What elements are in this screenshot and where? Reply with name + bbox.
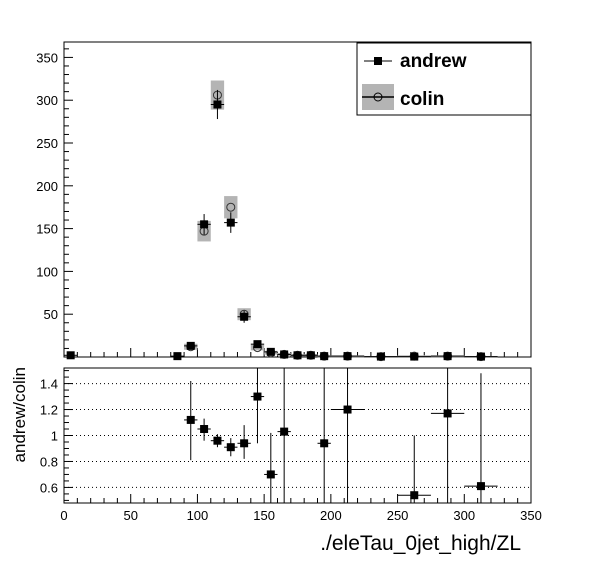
ratio-y-tick-label: 0.8	[40, 454, 58, 469]
ratio-y-tick-label: 1	[51, 429, 58, 444]
andrew-point	[476, 352, 485, 361]
andrew-point	[376, 352, 385, 361]
ratio-y-tick-label: 1.4	[40, 377, 58, 392]
ratio-point	[343, 405, 352, 414]
ratio-y-tick-label: 1.2	[40, 403, 58, 418]
legend: andrew colin	[356, 42, 532, 116]
ratio-y-tick-label: 0.6	[40, 480, 58, 495]
ratio-point	[266, 470, 275, 479]
ratio-point	[226, 443, 235, 452]
ratio-panel: 0.6 0.8 1 1.2 1.4 0 50 100 150 200 250 300 350	[40, 367, 542, 523]
andrew-point	[240, 312, 249, 321]
andrew-point	[410, 352, 419, 361]
ratio-x-tick-label: 350	[520, 508, 542, 523]
x-axis-title: ./eleTau_0jet_high/ZL	[320, 532, 521, 555]
ratio-x-tick-label: 250	[387, 508, 409, 523]
andrew-point	[443, 352, 452, 361]
andrew-point	[173, 352, 182, 361]
ratio-point	[320, 439, 329, 448]
ratio-point	[476, 482, 485, 491]
ratio-point	[213, 436, 222, 445]
andrew-point	[226, 218, 235, 227]
ratio-x-tick-label: 200	[320, 508, 342, 523]
ratio-y-axis-title: andrew/colin	[10, 367, 29, 462]
andrew-point	[320, 352, 329, 361]
andrew-point	[280, 350, 289, 359]
legend-colin-label: colin	[400, 89, 444, 110]
main-y-tick-label: 100	[36, 264, 58, 279]
andrew-point	[343, 352, 352, 361]
main-y-tick-label: 50	[44, 307, 58, 322]
andrew-point	[186, 341, 195, 350]
ratio-point	[280, 427, 289, 436]
andrew-point	[66, 351, 75, 360]
main-y-tick-label: 300	[36, 93, 58, 108]
legend-andrew-label: andrew	[400, 51, 467, 72]
ratio-point	[443, 409, 452, 418]
legend-andrew-marker	[374, 57, 382, 65]
colin-point	[226, 202, 236, 212]
andrew-point	[306, 351, 315, 360]
andrew-point	[293, 351, 302, 360]
andrew-point	[213, 100, 222, 109]
colin-error-band	[224, 196, 238, 219]
ratio-x-tick-label: 50	[123, 508, 137, 523]
main-y-tick-label: 150	[36, 222, 58, 237]
legend-colin-marker	[373, 92, 383, 102]
andrew-point	[200, 220, 209, 229]
ratio-x-tick-label: 0	[60, 508, 67, 523]
ratio-point	[200, 425, 209, 434]
andrew-point	[266, 347, 275, 356]
main-y-tick-label: 200	[36, 179, 58, 194]
ratio-x-tick-label: 100	[187, 508, 209, 523]
ratio-point	[410, 491, 419, 500]
andrew-point	[253, 340, 262, 349]
ratio-x-tick-label: 300	[453, 508, 475, 523]
main-y-tick-label: 250	[36, 136, 58, 151]
ratio-x-tick-label: 150	[253, 508, 275, 523]
ratio-point	[186, 415, 195, 424]
ratio-point	[253, 392, 262, 401]
main-y-tick-label: 350	[36, 50, 58, 65]
ratio-point	[240, 439, 249, 448]
ratio-plot-frame	[63, 367, 532, 504]
